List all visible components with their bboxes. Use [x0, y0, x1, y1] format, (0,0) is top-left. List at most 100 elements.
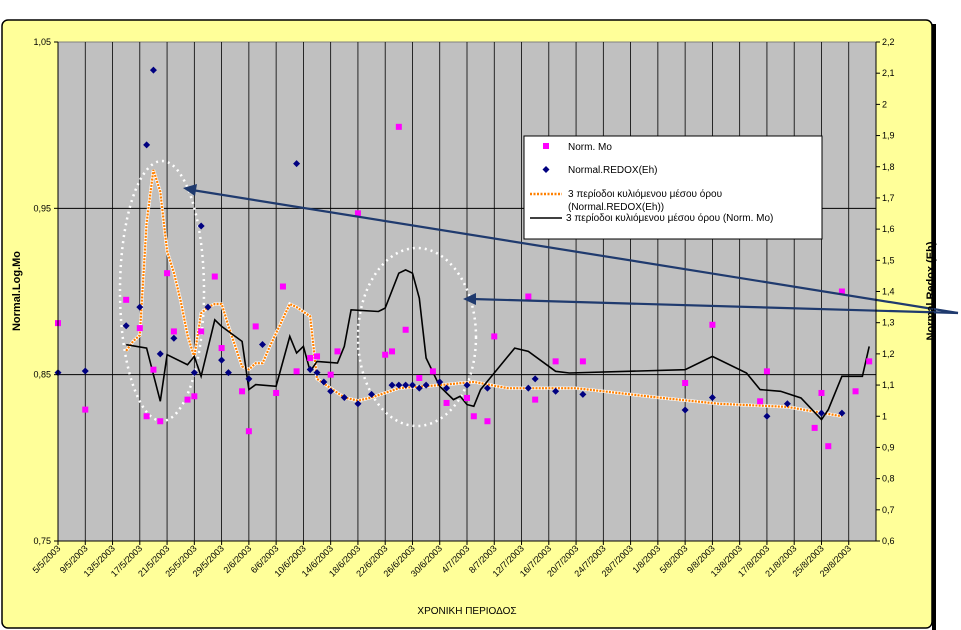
redox-point [190, 369, 198, 377]
redox-point [783, 400, 791, 408]
redox-point [136, 303, 144, 311]
mo-point [838, 288, 845, 295]
legend[interactable]: Norm. Mo Normal.REDOX(Eh) 3 περίοδοι κυλ… [523, 135, 823, 240]
mo-point [416, 374, 423, 381]
redox-point [224, 369, 232, 377]
mo-point [164, 270, 171, 277]
y-tick-label: 0,75 [33, 536, 51, 546]
y-axis-title: Normal.Log.Mo [11, 251, 23, 331]
mo-point [211, 273, 218, 280]
legend-label-redox: Normal.REDOX(Eh) [568, 165, 657, 176]
mo-point [273, 389, 280, 396]
redox-point [149, 66, 157, 74]
mo-point [191, 393, 198, 400]
legend-label-redox-ma-line2: (Normal.REDOX(Eh)) [568, 202, 664, 213]
legend-label-redox-ma: 3 περίοδοι κυλιόμενου μέσου όρου (Normal… [568, 188, 725, 213]
y2-tick-label: 1,7 [882, 193, 895, 203]
y2-tick-label: 1,8 [882, 162, 895, 172]
mo-point [484, 418, 491, 425]
mo-point [293, 368, 300, 375]
redox-point [245, 375, 253, 383]
redox-point [388, 381, 396, 389]
series-redox-moving-average [124, 169, 843, 418]
redox-point [204, 303, 212, 311]
y2-tick-label: 1,6 [882, 224, 895, 234]
redox-point [463, 381, 471, 389]
arrow-head-may [183, 184, 197, 196]
mo-point [395, 123, 402, 130]
y2-tick-label: 1,3 [882, 318, 895, 328]
redox-point [408, 381, 416, 389]
legend-marker-redox [542, 166, 550, 173]
legend-label-redox-ma-line1: 3 περίοδοι κυλιόμενου μέσου όρου [568, 188, 722, 200]
legend-label-mo: Norm. Mo [568, 142, 612, 153]
left-axis-ticks: 0,75 0,85 0,95 1,05 [33, 37, 58, 546]
mo-point [123, 296, 130, 303]
y2-tick-label: 1 [882, 411, 887, 421]
mo-point [532, 396, 539, 403]
redox-point [156, 350, 164, 358]
mo-point [252, 323, 259, 330]
mo-point [314, 353, 321, 360]
mo-point [757, 398, 764, 405]
y2-axis-title: Normal.Redox (Eh) [925, 241, 937, 340]
y2-tick-label: 0,7 [882, 505, 895, 515]
mo-point [402, 326, 409, 333]
mo-point [136, 325, 143, 332]
legend-box [523, 135, 823, 240]
redox-point [763, 412, 771, 420]
redox-point [395, 381, 403, 389]
redox-point [483, 384, 491, 392]
arrow-to-june-ellipse [471, 297, 959, 315]
redox-point [579, 390, 587, 398]
redox-point [708, 394, 716, 402]
redox-point [122, 322, 130, 330]
mo-point [429, 368, 436, 375]
mo-point [382, 351, 389, 358]
redox-point [838, 409, 846, 417]
mo-point [245, 428, 252, 435]
redox-point [552, 387, 560, 395]
mo-point [470, 413, 477, 420]
y2-tick-label: 2 [882, 99, 887, 109]
y2-tick-label: 0,8 [882, 474, 895, 484]
mo-point [709, 321, 716, 328]
redox-point [443, 384, 451, 392]
mo-point [825, 443, 832, 450]
redox-point [436, 378, 444, 386]
legend-marker-mo [543, 143, 549, 149]
mo-point [682, 379, 689, 386]
mo-point [866, 358, 873, 365]
mo-ma-line [126, 269, 870, 421]
chart-area-shadow [932, 24, 936, 630]
redox-point [143, 141, 151, 149]
y2-tick-label: 1,9 [882, 131, 895, 141]
redox-point [81, 367, 89, 375]
redox-point [327, 387, 335, 395]
redox-point [531, 375, 539, 383]
mo-point [170, 328, 177, 335]
highlight-ellipse-june [356, 246, 478, 428]
y2-tick-label: 1,1 [882, 380, 895, 390]
redox-point [340, 394, 348, 402]
redox-point [293, 160, 301, 168]
y2-tick-label: 2,2 [882, 37, 895, 47]
mo-point [818, 389, 825, 396]
y2-tick-label: 2,1 [882, 68, 895, 78]
redox-point [402, 381, 410, 389]
mo-point [763, 368, 770, 375]
mo-point [279, 283, 286, 290]
series-mo-moving-average [126, 269, 870, 421]
y2-tick-label: 1,5 [882, 255, 895, 265]
redox-point [817, 409, 825, 417]
redox-point [415, 384, 423, 392]
right-axis-ticks: 0,6 0,7 0,8 0,9 1 1,1 1,2 1,3 1,4 1,5 1,6 1,7 1,8 1,9… [876, 37, 895, 546]
mo-point [464, 394, 470, 401]
redox-point [681, 406, 689, 414]
mo-point [443, 399, 450, 406]
mo-point [354, 210, 361, 217]
annotation-arrows [183, 184, 959, 315]
redox-point [354, 400, 362, 408]
mo-point [389, 348, 396, 355]
series-redox-points [54, 66, 846, 420]
